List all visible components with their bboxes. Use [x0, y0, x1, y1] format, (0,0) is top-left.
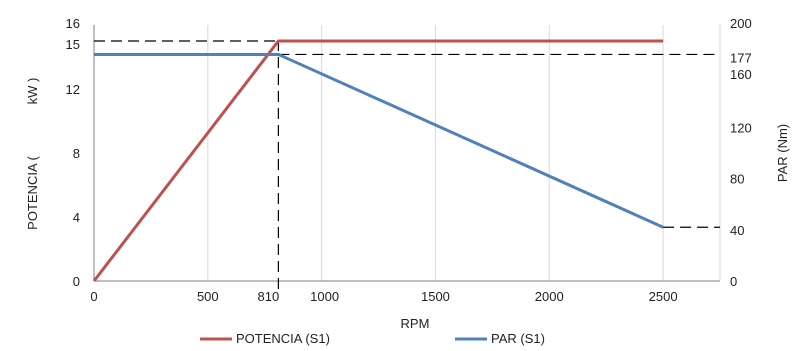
y-left-tick-label: 0	[73, 274, 80, 289]
x-tick-label: 2500	[649, 289, 678, 304]
y-right-tick-label: 0	[730, 274, 737, 289]
y-right-tick-label: 177	[730, 50, 752, 65]
y-right-tick-label: 40	[730, 223, 744, 238]
x-tick-label: 1000	[310, 289, 339, 304]
x-tick-label: 1500	[421, 289, 450, 304]
x-tick-label: 2000	[535, 289, 564, 304]
series-line-par	[94, 52, 664, 229]
x-tick-label: 0	[90, 289, 97, 304]
y-left-tick-label: 15	[66, 37, 80, 52]
y-left-axis-title-part2: kW )	[25, 78, 40, 105]
y-right-tick-label: 200	[730, 16, 752, 31]
x-tick-label: 500	[197, 289, 219, 304]
legend-label-1: PAR (S1)	[491, 331, 545, 346]
y-right-tick-label: 120	[730, 120, 752, 135]
x-tick-label: 810	[258, 289, 280, 304]
y-left-axis-title-part1: POTENCIA (	[25, 155, 40, 229]
y-left-tick-label: 4	[73, 210, 80, 225]
y-left-tick-label: 16	[66, 16, 80, 31]
series-line-potencia	[92, 39, 664, 282]
y-right-tick-label: 80	[730, 172, 744, 187]
y-left-tick-label: 12	[66, 82, 80, 97]
y-right-axis-title: PAR (Nm)	[775, 124, 790, 182]
x-axis-title: RPM	[401, 316, 430, 331]
y-right-tick-label: 160	[730, 67, 752, 82]
legend-label-0: POTENCIA (S1)	[236, 331, 330, 346]
y-left-tick-label: 8	[73, 146, 80, 161]
